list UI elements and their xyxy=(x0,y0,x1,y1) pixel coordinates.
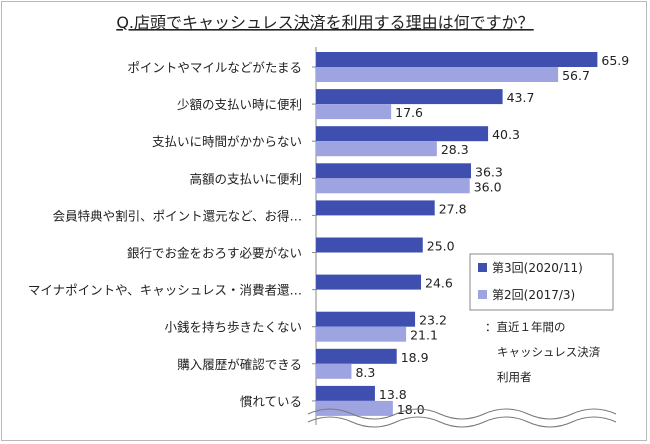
category-label: 銀行でお金をおろす必要がない xyxy=(127,246,302,261)
data-label-series-1: 23.2 xyxy=(419,313,447,328)
bar-series-2 xyxy=(316,67,559,82)
bar-series-2 xyxy=(316,363,352,379)
data-label-series-1: 24.6 xyxy=(425,276,453,291)
data-label-series-1: 40.3 xyxy=(492,127,520,142)
data-label-series-2: 56.7 xyxy=(562,68,590,83)
chart-title: Q.店頭でキャッシュレス決済を利用する理由は何ですか？ xyxy=(116,13,533,32)
category-label: マイナポイントや、キャッシュレス・消費者還… xyxy=(28,283,302,298)
legend-box xyxy=(469,253,614,311)
category-label: 小銭を持ち歩きたくない xyxy=(164,320,302,335)
bar-series-1 xyxy=(316,200,435,216)
data-label-series-2: 36.0 xyxy=(474,179,502,194)
data-label-series-1: 36.3 xyxy=(475,164,503,179)
legend: 第3回(2020/11) 第2回(2017/3) xyxy=(469,253,614,311)
data-label-series-1: 43.7 xyxy=(507,90,535,105)
data-label-series-2: 17.6 xyxy=(395,105,423,120)
bar-series-2 xyxy=(316,178,470,194)
data-label-series-1: 13.8 xyxy=(379,387,407,402)
bar-series-1 xyxy=(316,89,503,105)
legend-swatch-series-1 xyxy=(478,263,487,272)
respondent-note-line-3: 利用者 xyxy=(497,370,532,384)
legend-swatch-series-2 xyxy=(478,290,487,299)
bar-series-2 xyxy=(316,104,392,120)
legend-label-series-2: 第2回(2017/3) xyxy=(492,288,575,302)
category-label: 会員特典や割引、ポイント還元など、お得… xyxy=(53,208,302,223)
category-label: ポイントやマイルなどがたまる xyxy=(127,60,302,75)
bar-series-1 xyxy=(316,348,397,364)
data-label-series-1: 25.0 xyxy=(427,239,455,254)
bar-series-2 xyxy=(316,400,393,416)
data-label-series-2: 21.1 xyxy=(410,328,438,343)
bar-series-1 xyxy=(316,274,422,290)
plot-area: ポイントやマイルなどがたまる 65.9 56.7 少額の支払い時に便利 43.7 17.6… xyxy=(28,47,629,425)
bar-series-1 xyxy=(316,237,423,253)
bar-series-1 xyxy=(316,163,472,179)
data-label-series-1: 27.8 xyxy=(439,201,467,216)
bar-series-1 xyxy=(316,126,489,142)
category-label: 支払いに時間がかからない xyxy=(152,134,302,149)
data-label-series-2: 8.3 xyxy=(355,365,375,380)
bar-series-1 xyxy=(316,311,416,327)
respondent-note-line-1: ：直近１年間の xyxy=(485,320,566,334)
category-label: 少額の支払い時に便利 xyxy=(177,97,302,112)
bar-series-1 xyxy=(316,385,375,401)
break-line-upper xyxy=(307,408,617,420)
data-label-series-1: 18.9 xyxy=(401,350,429,365)
data-label-series-1: 65.9 xyxy=(601,53,629,68)
respondent-note: ：直近１年間の キャッシュレス決済 利用者 xyxy=(485,320,604,384)
break-line-lower xyxy=(307,416,617,428)
category-label: 購入履歴が確認できる xyxy=(177,357,302,372)
bar-series-2 xyxy=(316,141,437,157)
bar-series-2 xyxy=(316,326,407,342)
bar-series-1 xyxy=(316,52,598,67)
category-label: 高額の支払いに便利 xyxy=(189,171,302,186)
respondent-note-line-2: キャッシュレス決済 xyxy=(497,345,601,359)
data-label-series-2: 28.3 xyxy=(441,142,469,157)
legend-label-series-1: 第3回(2020/11) xyxy=(492,261,583,275)
category-label: 慣れている xyxy=(240,394,302,409)
